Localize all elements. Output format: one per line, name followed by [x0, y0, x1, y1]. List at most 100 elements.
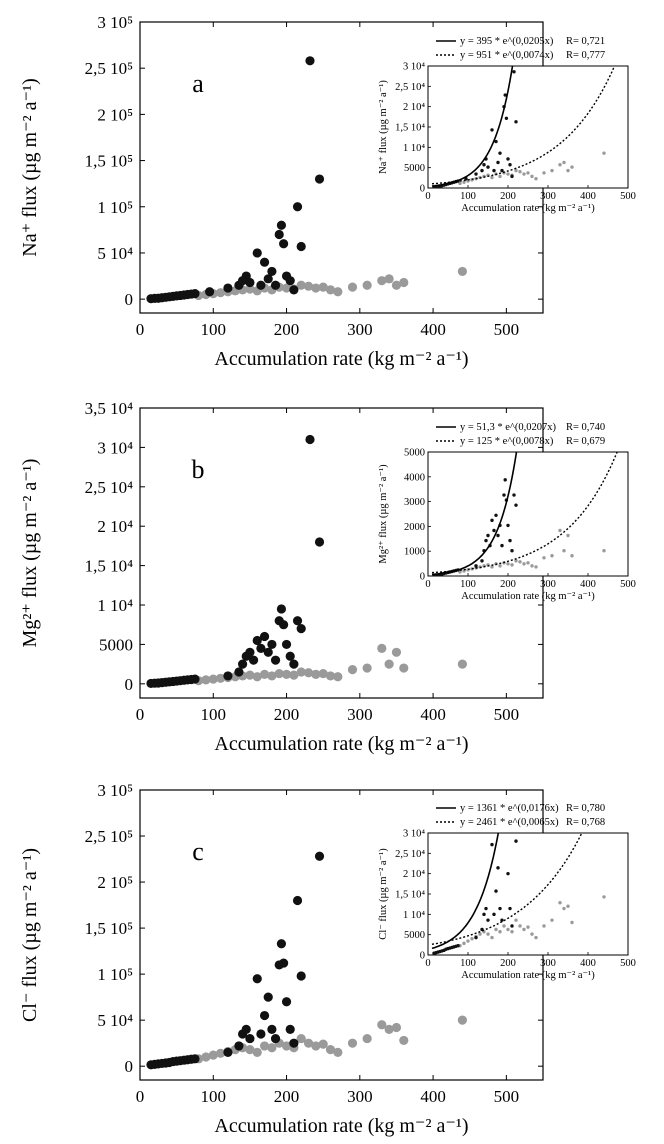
data-point-gray — [274, 668, 284, 679]
x-tick-label: 100 — [201, 1087, 227, 1106]
data-point-gray — [311, 1041, 321, 1051]
inset-point-black — [504, 116, 509, 120]
inset-y-axis-label: Cl⁻ flux (µg m⁻² a⁻¹) — [378, 848, 389, 940]
data-point-gray — [289, 670, 299, 680]
x-tick-label: 300 — [347, 705, 373, 724]
legend-r-value: R= 0,777 — [566, 50, 605, 61]
inset-point-black — [484, 538, 488, 543]
y-axis-label: Cl⁻ flux (µg m⁻² a⁻¹) — [19, 848, 41, 1022]
data-point-gray — [325, 1045, 336, 1055]
x-tick-label: 0 — [136, 1087, 145, 1106]
inset-point-gray — [518, 170, 522, 174]
data-point-gray — [457, 1015, 467, 1025]
inset-point-black — [508, 163, 512, 167]
inset-point-black — [474, 935, 478, 940]
inset-point-gray — [470, 937, 474, 941]
data-point-gray — [325, 285, 336, 295]
data-point-gray — [245, 670, 255, 680]
y-tick-label: 3 10⁵ — [97, 13, 133, 32]
data-point-black — [270, 655, 281, 665]
inset-x-tick-label: 500 — [620, 191, 636, 202]
inset-point-black — [490, 128, 494, 132]
y-tick-label: 3,5 10⁴ — [85, 399, 134, 418]
data-point-gray — [216, 288, 226, 298]
data-point-black — [289, 1038, 299, 1048]
inset-point-gray — [534, 177, 538, 181]
data-point-gray — [391, 647, 402, 657]
data-point-gray — [399, 663, 409, 673]
data-point-gray — [391, 280, 402, 290]
data-point-gray — [201, 675, 211, 685]
fit-curve-solid — [431, 452, 518, 576]
inset-x-tick-label: 500 — [620, 579, 636, 590]
data-point-gray — [362, 1033, 372, 1044]
data-point-black — [289, 285, 299, 295]
inset-point-black — [508, 906, 512, 911]
data-point-black — [190, 1054, 200, 1064]
inset-y-tick-label: 5000 — [404, 448, 425, 459]
inset-y-tick-label: 2,5 10⁴ — [395, 849, 425, 860]
data-point-gray — [281, 283, 292, 293]
inset-point-gray — [494, 927, 498, 932]
inset-y-tick-label: 1 10⁴ — [403, 910, 425, 921]
data-point-black — [259, 257, 270, 267]
data-point-black — [281, 997, 292, 1007]
inset-point-gray — [526, 171, 530, 175]
inset-y-tick-label: 1000 — [404, 547, 425, 558]
inset-point-gray — [534, 935, 538, 940]
inset-point-black — [514, 120, 518, 124]
inset-point-black — [494, 139, 498, 144]
data-point-gray — [281, 1041, 292, 1051]
data-point-black — [256, 1029, 266, 1039]
data-point-gray — [325, 671, 336, 681]
data-point-gray — [245, 284, 255, 294]
data-point-gray — [399, 1035, 409, 1046]
inset-point-gray — [530, 564, 534, 568]
data-point-black — [223, 1047, 233, 1057]
data-point-gray — [296, 667, 306, 677]
inset-point-black — [484, 906, 488, 911]
data-point-gray — [303, 668, 314, 678]
data-point-black — [234, 1041, 244, 1051]
x-axis-label: Accumulation rate (kg m⁻² a⁻¹) — [214, 733, 468, 755]
inset-x-tick-label: 100 — [460, 579, 476, 590]
inset-point-gray — [602, 895, 606, 899]
data-point-black — [263, 992, 273, 1002]
inset-point-gray — [542, 556, 546, 560]
inset-y-tick-label: 2 10⁴ — [403, 102, 425, 113]
inset-point-black — [510, 924, 514, 928]
inset-y-tick-label: 2000 — [404, 522, 425, 533]
data-point-gray — [245, 1045, 255, 1055]
inset-y-tick-label: 3 10⁴ — [403, 829, 425, 840]
inset-point-black — [519, 261, 522, 264]
data-point-black — [314, 174, 325, 184]
y-tick-label: 2,5 10⁵ — [85, 827, 134, 846]
x-tick-label: 500 — [494, 705, 520, 724]
data-point-black — [296, 971, 306, 981]
y-tick-label: 0 — [125, 675, 134, 694]
data-point-black — [285, 651, 295, 661]
inset-point-gray — [490, 935, 494, 940]
x-tick-label: 500 — [494, 320, 520, 339]
inset-point-gray — [502, 924, 506, 928]
inset-point-gray — [486, 932, 490, 936]
inset-point-gray — [490, 175, 494, 180]
y-tick-label: 1 10⁴ — [97, 596, 133, 615]
data-point-gray — [296, 280, 306, 290]
legend-equation: y = 1361 * e^(0,0176x) — [460, 803, 559, 814]
inset-point-black — [504, 799, 507, 802]
legend-equation: y = 2461 * e^(0,0065x) — [460, 817, 559, 828]
data-point-black — [279, 620, 289, 630]
inset-point-black — [500, 168, 504, 173]
legend-equation: y = 951 * e^(0,0074x) — [460, 50, 554, 61]
inset-point-gray — [478, 932, 482, 936]
y-axis-label: Mg²⁺ flux (µg m⁻² a⁻¹) — [19, 459, 41, 648]
x-axis-label: Accumulation rate (kg m⁻² a⁻¹) — [214, 1115, 468, 1137]
inset-point-gray — [490, 565, 494, 569]
data-point-black — [234, 667, 244, 677]
y-tick-label: 1,5 10⁴ — [85, 557, 134, 576]
